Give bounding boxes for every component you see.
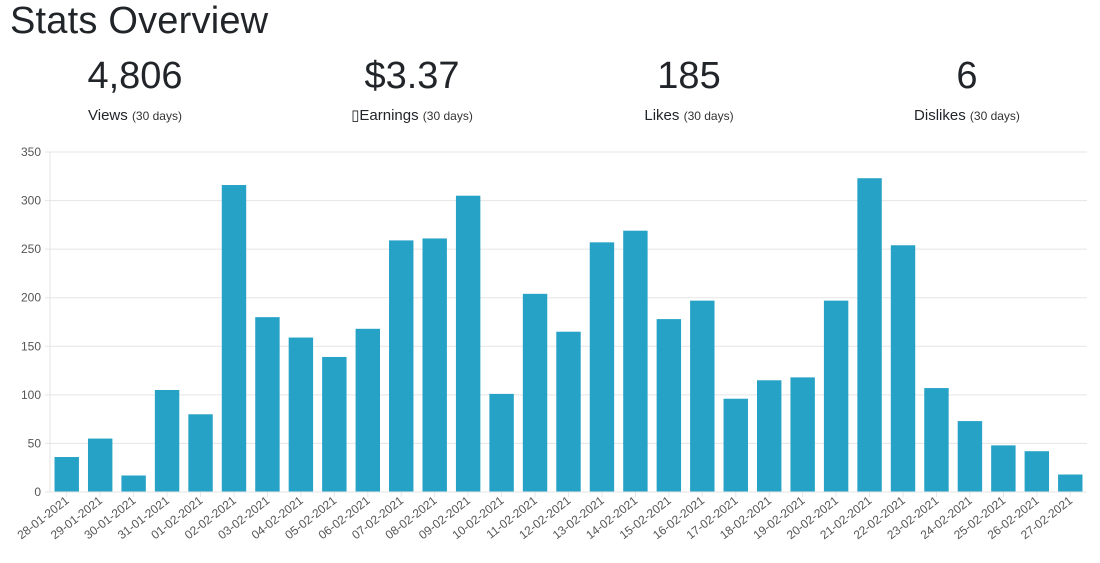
bar [957,421,983,492]
y-tick-label: 150 [21,339,41,353]
stat-earnings: $3.37 ▯Earnings (30 days) [292,52,532,126]
y-tick-label: 0 [34,485,41,499]
bar [690,300,715,492]
y-tick-label: 250 [21,242,41,256]
stat-dislikes-label-text: Dislikes [914,107,966,124]
bar [154,390,180,492]
stat-earnings-period: (30 days) [422,109,473,123]
stat-views-label-text: Views [88,107,128,124]
y-tick-label: 100 [21,388,41,402]
stat-dislikes-label: Dislikes (30 days) [847,106,1087,126]
stat-views-value: 4,806 [87,55,183,97]
bar [54,457,79,492]
bar [1058,474,1083,492]
views-chart: 0 50 100 150 200 250 300 350 28-01-2021 29-01-202… [0,140,1100,558]
views-bar-chart: 05010015020025030035028-01-202129-01-202… [15,145,1087,542]
bar [924,388,949,492]
y-tick-label: 50 [28,436,42,450]
bar [422,238,447,492]
stat-dislikes-period: (30 days) [969,109,1020,123]
stat-dislikes: 6 Dislikes (30 days) [847,52,1087,126]
bar [823,300,849,492]
bar [991,445,1016,492]
stat-likes: 185 Likes (30 days) [569,52,809,126]
stat-earnings-value: $3.37 [364,55,460,97]
bar [455,195,481,492]
bar [589,242,615,492]
stat-likes-value: 185 [657,55,721,97]
bar [790,377,815,492]
stat-earnings-label-text: ▯Earnings [351,107,419,124]
y-tick-label: 300 [21,194,41,208]
bar [857,178,882,492]
page-title: Stats Overview [10,0,269,42]
stat-views-period: (30 days) [131,109,182,123]
stat-views: 4,806 Views (30 days) [15,52,255,126]
bar [489,393,514,492]
stats-row: 4,806 Views (30 days) $3.37 ▯Earnings (3… [0,52,1100,132]
bar [723,398,748,492]
bar [121,475,146,492]
bar [322,356,347,492]
bar [355,328,381,492]
stat-dislikes-value: 6 [956,55,978,97]
stat-likes-period: (30 days) [683,109,734,123]
stat-likes-label: Likes (30 days) [569,106,809,126]
bar [389,240,414,492]
stat-earnings-label: ▯Earnings (30 days) [292,106,532,126]
bar [623,230,648,492]
bar [756,380,782,492]
bar [1024,451,1050,492]
bar [656,319,682,492]
bar [255,317,280,492]
bar [890,245,916,492]
bar [221,185,247,492]
y-tick-label: 350 [21,145,41,159]
y-tick-label: 200 [21,291,41,305]
bar [556,331,581,492]
bar [522,293,548,492]
stat-likes-label-text: Likes [644,107,680,124]
bar [188,414,213,492]
stat-views-label: Views (30 days) [15,106,255,126]
bar [87,438,113,492]
bar [288,337,314,492]
